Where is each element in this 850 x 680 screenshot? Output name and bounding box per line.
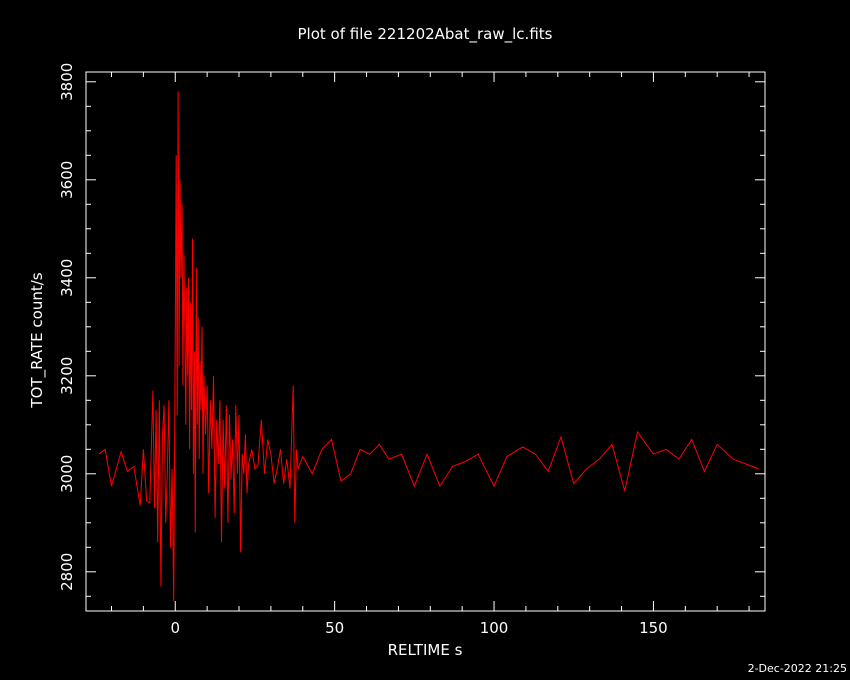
x-axis: 0 50 100 150	[111, 72, 750, 637]
y-tick-label: 3600	[58, 161, 76, 199]
chart-title: Plot of file 221202Abat_raw_lc.fits	[298, 25, 553, 44]
x-tick-label: 100	[480, 619, 509, 637]
x-axis-label: RELTIME s	[388, 641, 463, 659]
y-tick-label: 3800	[58, 63, 76, 101]
y-axis-label: TOT_RATE count/s	[28, 272, 47, 408]
y-tick-label: 3000	[58, 455, 76, 493]
x-tick-label: 150	[639, 619, 668, 637]
y-tick-label: 2800	[58, 553, 76, 591]
y-tick-label: 3200	[58, 357, 76, 395]
x-tick-label: 0	[170, 619, 180, 637]
plot-frame	[85, 71, 766, 612]
timestamp: 2-Dec-2022 21:25	[748, 662, 847, 675]
y-tick-label: 3400	[58, 259, 76, 297]
y-axis: 2800 3000 3200 3400 3600 3800	[58, 63, 765, 597]
series-line-tot-rate	[98, 91, 759, 602]
x-tick-label: 50	[325, 619, 344, 637]
